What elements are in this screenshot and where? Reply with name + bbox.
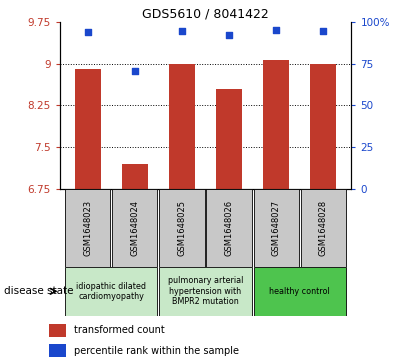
Bar <box>159 189 205 267</box>
Bar <box>159 267 252 316</box>
Bar <box>49 324 66 337</box>
Bar <box>254 189 299 267</box>
Bar <box>263 60 289 189</box>
Bar <box>112 189 157 267</box>
Bar <box>254 267 346 316</box>
Bar <box>122 164 148 189</box>
Bar <box>75 69 101 189</box>
Text: GSM1648024: GSM1648024 <box>130 200 139 256</box>
Text: idiopathic dilated
cardiomyopathy: idiopathic dilated cardiomyopathy <box>76 282 146 301</box>
Point <box>226 32 232 37</box>
Text: GSM1648025: GSM1648025 <box>178 200 187 256</box>
Text: percentile rank within the sample: percentile rank within the sample <box>74 346 239 356</box>
Bar <box>206 189 252 267</box>
Text: GSM1648026: GSM1648026 <box>224 200 233 256</box>
Text: transformed count: transformed count <box>74 326 165 335</box>
Text: GSM1648023: GSM1648023 <box>83 200 92 256</box>
Bar <box>310 64 336 189</box>
Bar <box>300 189 346 267</box>
Bar <box>65 189 111 267</box>
Point <box>273 26 279 32</box>
Text: disease state: disease state <box>4 286 74 297</box>
Bar <box>65 267 157 316</box>
Bar <box>49 344 66 357</box>
Point <box>85 29 91 35</box>
Text: healthy control: healthy control <box>269 287 330 296</box>
Bar <box>169 64 195 189</box>
Point <box>132 68 138 74</box>
Point <box>320 28 326 34</box>
Text: pulmonary arterial
hypertension with
BMPR2 mutation: pulmonary arterial hypertension with BMP… <box>168 276 243 306</box>
Text: GSM1648028: GSM1648028 <box>319 200 328 256</box>
Text: GSM1648027: GSM1648027 <box>272 200 281 256</box>
Title: GDS5610 / 8041422: GDS5610 / 8041422 <box>142 8 269 21</box>
Bar <box>216 89 242 189</box>
Point <box>179 28 185 34</box>
